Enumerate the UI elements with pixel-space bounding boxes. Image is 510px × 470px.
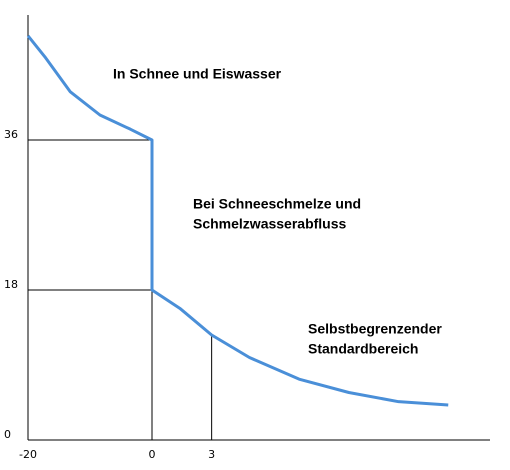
x-tick-label: 0: [149, 448, 156, 461]
annotation: Schmelzwasserabfluss: [193, 216, 347, 232]
y-tick-label: 36: [4, 128, 18, 141]
annotation: In Schnee und Eiswasser: [113, 66, 282, 82]
annotation: Standardbereich: [308, 341, 418, 357]
data-line: [26, 34, 449, 407]
x-tick-label: -20: [19, 448, 37, 461]
x-tick-label: 3: [208, 448, 215, 461]
y-tick-label: 0: [4, 428, 11, 441]
annotation: Selbstbegrenzender: [308, 321, 442, 337]
y-tick-label: 18: [4, 278, 18, 291]
annotation: Bei Schneeschmelze und: [193, 196, 361, 212]
